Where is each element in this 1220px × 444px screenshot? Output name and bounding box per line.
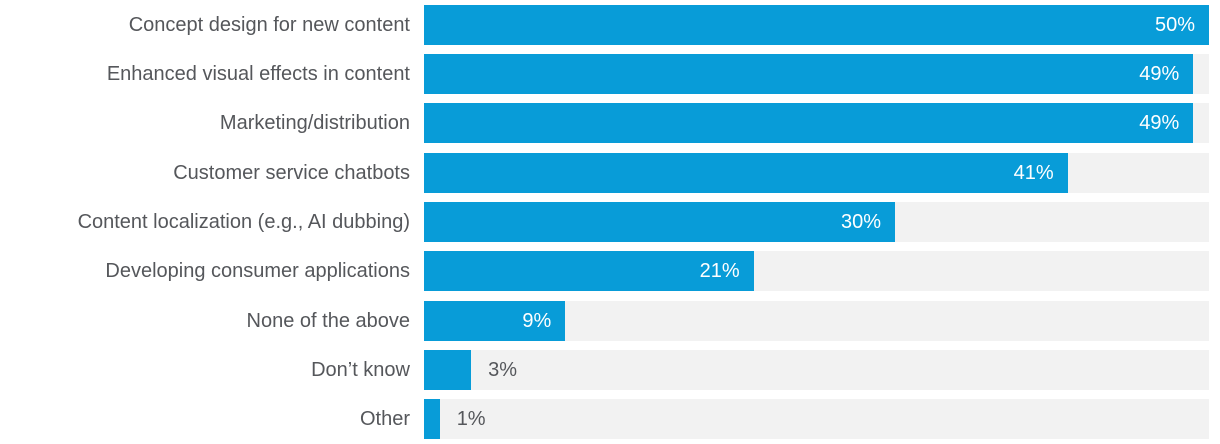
bar-track: 41%	[424, 152, 1209, 193]
chart-row: Marketing/distribution 49%	[0, 99, 1220, 148]
bar: 49%	[424, 103, 1194, 144]
value-label: 3%	[488, 358, 517, 381]
bar-track: 50%	[424, 4, 1209, 45]
category-label: Don’t know	[311, 358, 410, 381]
bar-track: 3%	[424, 349, 1209, 390]
chart-row: Don’t know 3%	[0, 345, 1220, 394]
chart-row: Enhanced visual effects in content 49%	[0, 49, 1220, 98]
bar-track: 49%	[424, 53, 1209, 94]
category-label: Content localization (e.g., AI dubbing)	[77, 210, 410, 233]
bar: 41%	[424, 152, 1068, 193]
bar-track: 9%	[424, 300, 1209, 341]
bar	[424, 349, 472, 390]
chart-row: None of the above 9%	[0, 296, 1220, 345]
bar-track: 30%	[424, 201, 1209, 242]
chart-row: Developing consumer applications 21%	[0, 247, 1220, 296]
value-label: 50%	[1154, 13, 1195, 36]
category-label: Other	[359, 408, 410, 431]
chart-row: Customer service chatbots 41%	[0, 148, 1220, 197]
value-label: 41%	[1013, 161, 1054, 184]
bar-track: 1%	[424, 399, 1209, 440]
bar-track: 49%	[424, 103, 1209, 144]
chart-row: Other 1%	[0, 395, 1220, 444]
bar: 49%	[424, 53, 1194, 94]
bar: 21%	[424, 251, 754, 292]
chart-row: Concept design for new content 50%	[0, 0, 1220, 49]
bar: 9%	[424, 300, 566, 341]
value-label: 49%	[1139, 112, 1180, 135]
category-label: Marketing/distribution	[219, 112, 410, 135]
bar	[424, 399, 440, 440]
category-label: None of the above	[246, 309, 410, 332]
value-label: 1%	[456, 408, 486, 431]
bar-track: 21%	[424, 251, 1209, 292]
value-label: 21%	[699, 260, 740, 283]
chart-row: Content localization (e.g., AI dubbing) …	[0, 197, 1220, 246]
value-label: 30%	[840, 210, 881, 233]
value-label: 49%	[1139, 62, 1180, 85]
category-label: Enhanced visual effects in content	[106, 62, 410, 85]
category-label: Developing consumer applications	[105, 260, 410, 283]
bar: 50%	[424, 4, 1209, 45]
category-label: Customer service chatbots	[173, 161, 410, 184]
category-label: Concept design for new content	[128, 13, 410, 36]
value-label: 9%	[522, 309, 552, 332]
bar: 30%	[424, 201, 895, 242]
